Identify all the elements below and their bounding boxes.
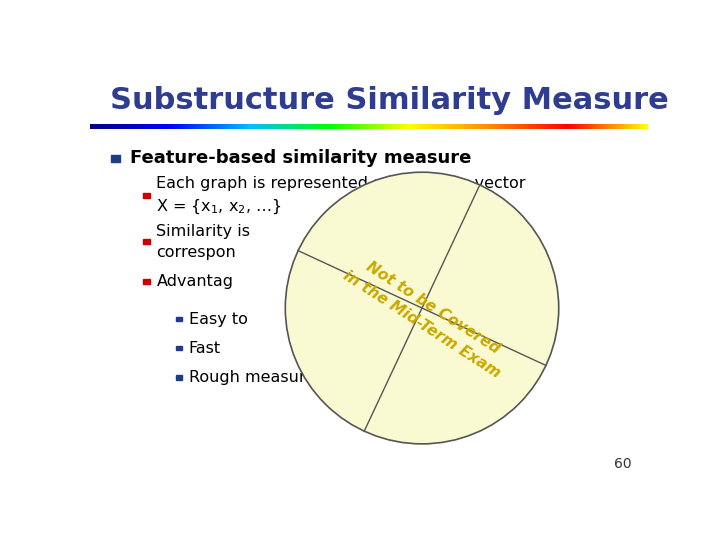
Text: Substructure Similarity Measure: Substructure Similarity Measure — [109, 86, 668, 114]
Text: Not to be Covered
in the Mid-Term Exam: Not to be Covered in the Mid-Term Exam — [341, 252, 514, 381]
Text: Rough measure: Rough measure — [189, 370, 315, 385]
Bar — [143, 239, 150, 244]
Text: Easy to: Easy to — [189, 312, 248, 327]
Bar — [176, 317, 182, 321]
Ellipse shape — [285, 172, 559, 444]
Text: Each graph is represented as a feature vector
X = {x$_1$, x$_2$, …}: Each graph is represented as a feature v… — [156, 176, 526, 216]
Text: Similarity is                              nce of their
correspon: Similarity is nce of their correspon — [156, 224, 496, 260]
Bar — [111, 155, 120, 161]
Bar — [143, 193, 150, 198]
Bar — [143, 279, 150, 285]
Bar — [176, 375, 182, 380]
Text: 60: 60 — [613, 457, 631, 471]
Text: Fast: Fast — [189, 341, 221, 356]
Text: Feature-based similarity measure: Feature-based similarity measure — [130, 150, 472, 167]
Bar — [176, 346, 182, 350]
Text: Advantag: Advantag — [156, 274, 233, 289]
